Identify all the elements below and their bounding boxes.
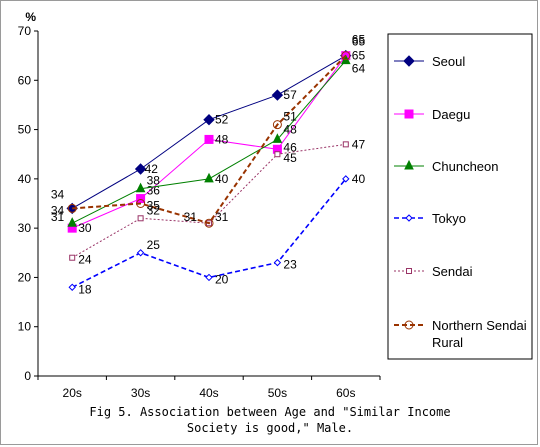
legend-northern-sendai-rural-label: Northern Sendai Rural <box>432 318 527 350</box>
x-tick-label: 60s <box>336 386 355 400</box>
series-sendai-data-label: 47 <box>352 137 366 151</box>
series-northern-sendai-rural-point <box>67 203 77 213</box>
series-seoul-line <box>71 55 347 209</box>
series-northern-sendai-rural-point <box>272 120 282 130</box>
series-sendai-line <box>71 143 346 259</box>
legend-chuncheon-marker <box>404 159 414 170</box>
series-tokyo-data-label: 20 <box>215 272 229 286</box>
series-northern-sendai-rural-data-label: 34 <box>51 203 65 217</box>
series-northern-sendai-rural-data-label: 51 <box>283 110 297 124</box>
series-seoul-data-label: 42 <box>145 162 159 176</box>
series-northern-sendai-rural-point <box>341 51 351 61</box>
x-tick-label: 40s <box>199 386 218 400</box>
series-seoul-data-label: 52 <box>215 113 229 127</box>
y-tick-label: 40 <box>18 172 32 186</box>
series-seoul-point <box>271 89 284 101</box>
series-daegu-data-label: 65 <box>352 49 366 63</box>
series-sendai-data-label: 45 <box>283 151 297 165</box>
series-sendai-point <box>342 141 349 148</box>
series-sendai-point <box>137 215 144 222</box>
legend-sendai-label: Sendai <box>432 264 473 279</box>
series-chuncheon-point <box>272 133 283 143</box>
series-seoul-data-label: 34 <box>51 187 65 201</box>
legend-sendai-marker <box>406 268 412 274</box>
series-tokyo-line <box>71 178 347 288</box>
legend <box>387 33 533 360</box>
series-chuncheon-data-label: 48 <box>283 122 297 136</box>
y-tick-label: 70 <box>18 24 32 38</box>
legend-tokyo-label: Tokyo <box>432 211 466 226</box>
series-northern-sendai-rural-data-label: 65 <box>352 35 366 49</box>
series-sendai-data-label: 24 <box>78 253 92 267</box>
y-tick-label: 0 <box>24 369 31 383</box>
series-chuncheon-data-label: 40 <box>215 172 229 186</box>
x-tick-label: 50s <box>268 386 287 400</box>
series-tokyo-point <box>342 175 350 183</box>
legend-tokyo-marker <box>405 214 413 222</box>
series-tokyo-point <box>205 273 213 282</box>
series-northern-sendai-rural-line <box>72 54 347 225</box>
y-axis-label: % <box>25 10 36 24</box>
series-northern-sendai-rural-point <box>136 199 146 208</box>
legend-seoul-marker <box>403 55 415 67</box>
series-daegu-data-label: 48 <box>215 132 229 146</box>
series-sendai-point <box>274 151 281 158</box>
y-tick-label: 30 <box>18 221 32 235</box>
series-tokyo-point <box>68 283 76 291</box>
legend-daegu-marker <box>404 109 414 119</box>
series-daegu-data-label: 30 <box>78 221 92 235</box>
y-tick-label: 50 <box>18 123 32 137</box>
series-chuncheon-point <box>67 217 78 227</box>
series-tokyo-point <box>273 258 282 267</box>
legend-daegu-label: Daegu <box>432 107 470 122</box>
series-daegu-data-label: 46 <box>283 140 297 154</box>
series-chuncheon-data-label: 31 <box>51 210 65 224</box>
series-tokyo-data-label: 23 <box>283 258 297 272</box>
series-seoul-data-label: 57 <box>283 88 297 102</box>
y-tick-label: 10 <box>18 320 32 334</box>
x-tick-label: 20s <box>63 386 82 400</box>
y-tick-label: 60 <box>18 73 32 87</box>
series-chuncheon-data-label: 64 <box>352 62 366 76</box>
series-tokyo-data-label: 25 <box>147 238 161 252</box>
series-tokyo-data-label: 40 <box>352 172 366 186</box>
series-chuncheon-data-label: 38 <box>147 174 161 188</box>
series-sendai-data-label: 32 <box>147 203 161 217</box>
series-northern-sendai-rural-data-label: 35 <box>147 199 161 213</box>
series-northern-sendai-rural-point <box>204 218 214 228</box>
figure-caption: Fig 5. Association between Age and "Simi… <box>89 405 451 435</box>
legend-chuncheon-label: Chuncheon <box>432 159 499 174</box>
series-seoul-data-label: 65 <box>352 33 366 47</box>
series-seoul-point <box>203 114 215 126</box>
series-chuncheon-point <box>204 172 214 183</box>
series-sendai-point <box>69 254 76 261</box>
series-northern-sendai-rural-data-label: 31 <box>184 210 198 224</box>
series-chuncheon-point <box>135 182 146 193</box>
series-seoul-point <box>134 163 147 175</box>
series-daegu-point <box>204 134 214 144</box>
legend-seoul-label: Seoul <box>432 54 465 69</box>
x-tick-label: 30s <box>131 386 150 400</box>
series-tokyo-data-label: 18 <box>78 282 92 296</box>
series-tokyo-point <box>136 249 145 257</box>
series-sendai-data-label: 31 <box>215 210 229 224</box>
legend-northern-sendai-rural-marker <box>404 320 414 330</box>
y-tick-label: 20 <box>18 270 32 284</box>
